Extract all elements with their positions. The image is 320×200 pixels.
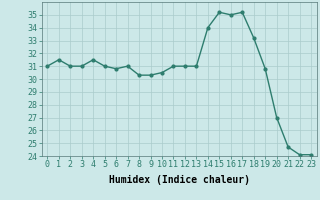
X-axis label: Humidex (Indice chaleur): Humidex (Indice chaleur) <box>109 175 250 185</box>
